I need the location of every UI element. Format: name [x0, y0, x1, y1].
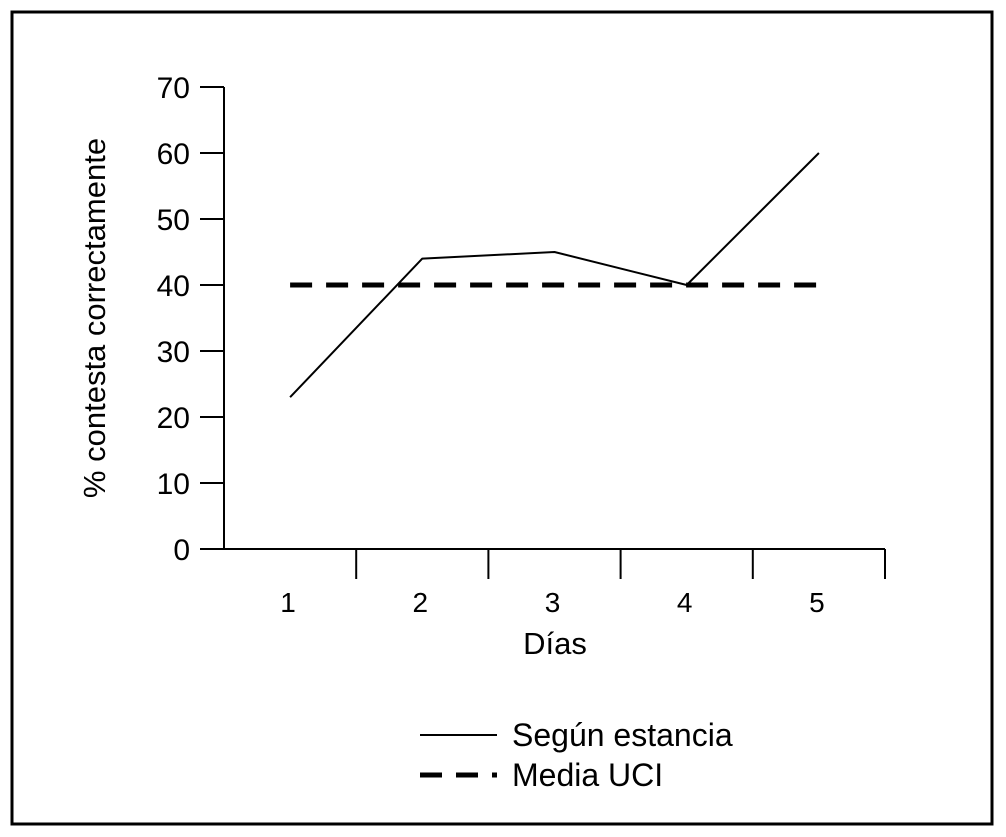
- y-tick-label: 50: [157, 204, 190, 237]
- y-tick-label: 20: [157, 402, 190, 435]
- y-tick-label: 0: [173, 534, 190, 567]
- y-tick-label: 40: [157, 270, 190, 303]
- x-tick-label: 1: [280, 587, 296, 618]
- figure-frame: [10, 10, 994, 826]
- x-tick-label: 2: [413, 587, 429, 618]
- y-tick-label: 10: [157, 468, 190, 501]
- legend-label-dashed: Media UCI: [512, 757, 663, 793]
- y-tick-label: 60: [157, 138, 190, 171]
- y-axis: 0 10 20 30 40 50 60 70: [157, 72, 225, 567]
- y-tick-label: 70: [157, 72, 190, 105]
- y-tick-label: 30: [157, 336, 190, 369]
- x-tick-label: 4: [677, 587, 693, 618]
- x-tick-label: 3: [545, 587, 561, 618]
- x-tick-label: 5: [809, 587, 825, 618]
- series-layer: [289, 152, 820, 398]
- y-axis-title: % contesta correctamente: [77, 138, 112, 498]
- legend-label-solid: Según estancia: [512, 717, 733, 753]
- legend: Según estancia Media UCI: [420, 717, 733, 793]
- x-axis-title: Días: [523, 626, 587, 661]
- x-axis: 1 2 3 4 5: [224, 548, 886, 618]
- series-line-segun-estancia: [289, 152, 820, 398]
